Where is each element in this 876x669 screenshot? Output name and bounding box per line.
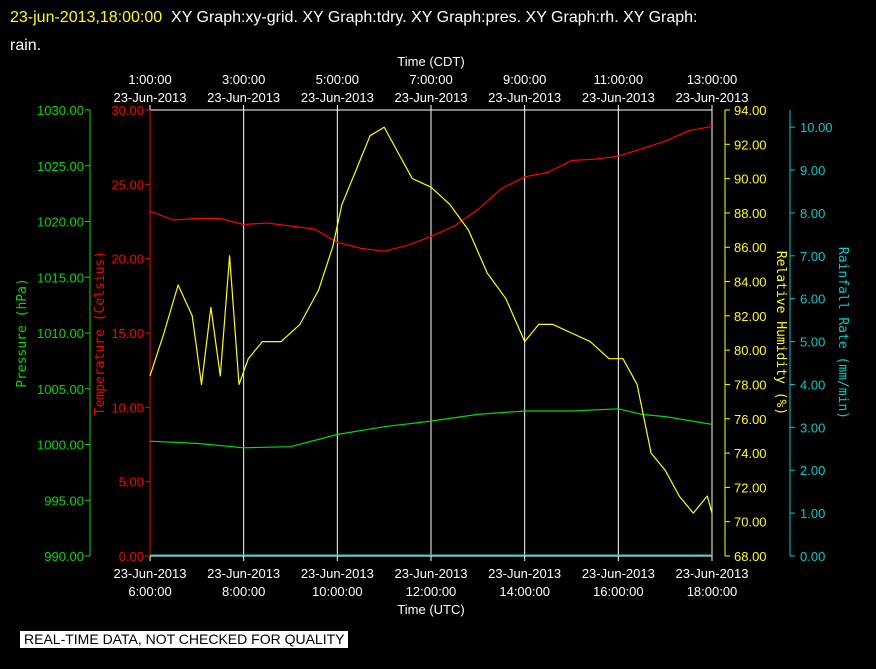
- pressure-tick-label: 1030.00: [37, 103, 84, 118]
- x-top-tick-label-date: 23-Jun-2013: [488, 90, 561, 105]
- temperature-axis-title: Temperature (Celsius): [93, 251, 108, 415]
- humidity-tick-label: 94.00: [734, 103, 767, 118]
- temperature-tick-label: 20.00: [111, 252, 144, 267]
- pressure-tick-label: 1020.00: [37, 215, 84, 230]
- x-top-tick-label-date: 23-Jun-2013: [301, 90, 374, 105]
- rain-tick-label: 0.00: [800, 549, 825, 564]
- pressure-tick-label: 1025.00: [37, 159, 84, 174]
- humidity-tick-label: 68.00: [734, 549, 767, 564]
- x-tick-label-time: 14:00:00: [499, 584, 550, 599]
- humidity-tick-label: 82.00: [734, 309, 767, 324]
- x-top-tick-label-time: 9:00:00: [503, 72, 546, 87]
- x-tick-label-time: 18:00:00: [687, 584, 738, 599]
- pressure-tick-label: 1010.00: [37, 326, 84, 341]
- x-top-tick-label-date: 23-Jun-2013: [395, 90, 468, 105]
- x-top-tick-label-time: 5:00:00: [316, 72, 359, 87]
- humidity-tick-label: 78.00: [734, 377, 767, 392]
- temperature-tick-label: 30.00: [111, 103, 144, 118]
- temperature-tick-label: 15.00: [111, 326, 144, 341]
- pressure-tick-label: 1000.00: [37, 438, 84, 453]
- temperature-series-line: [149, 125, 713, 252]
- pressure-tick-label: 990.00: [44, 549, 84, 564]
- x-tick-label-time: 6:00:00: [128, 584, 171, 599]
- x-axis-label-cdt: Time (CDT): [397, 54, 464, 69]
- x-tick-label-date: 23-Jun-2013: [488, 566, 561, 581]
- rain-tick-label: 4.00: [800, 377, 825, 392]
- rain-axis-title: Rainfall Rate (mm/min): [835, 247, 850, 419]
- x-tick-label-date: 23-Jun-2013: [395, 566, 468, 581]
- header-graph-list-cont: rain.: [10, 37, 42, 54]
- x-axis-label-utc: Time (UTC): [397, 602, 464, 617]
- rain-tick-label: 2.00: [800, 463, 825, 478]
- x-tick-label-time: 10:00:00: [312, 584, 363, 599]
- pressure-tick-label: 1015.00: [37, 270, 84, 285]
- x-tick-label-date: 23-Jun-2013: [207, 566, 280, 581]
- rain-tick-label: 9.00: [800, 163, 825, 178]
- x-tick-label-date: 23-Jun-2013: [301, 566, 374, 581]
- graph-header: 23-jun-2013,18:00:00 XY Graph:xy-grid. X…: [10, 4, 870, 60]
- pressure-series-line: [149, 408, 713, 449]
- x-top-tick-label-time: 11:00:00: [594, 72, 644, 87]
- humidity-tick-label: 76.00: [734, 412, 767, 427]
- x-top-tick-label-time: 7:00:00: [409, 72, 452, 87]
- x-top-tick-label-date: 23-Jun-2013: [207, 90, 280, 105]
- humidity-tick-label: 92.00: [734, 137, 767, 152]
- pressure-axis-title: Pressure (hPa): [15, 278, 30, 388]
- humidity-tick-label: 70.00: [734, 515, 767, 530]
- rain-tick-label: 1.00: [800, 506, 825, 521]
- x-top-tick-label-date: 23-Jun-2013: [676, 90, 749, 105]
- rain-tick-label: 5.00: [800, 335, 825, 350]
- x-tick-label-date: 23-Jun-2013: [114, 566, 187, 581]
- humidity-tick-label: 74.00: [734, 446, 767, 461]
- quality-notice: REAL-TIME DATA, NOT CHECKED FOR QUALITY: [20, 631, 349, 648]
- humidity-tick-label: 72.00: [734, 480, 767, 495]
- x-top-tick-label-time: 13:00:00: [687, 72, 738, 87]
- humidity-tick-label: 86.00: [734, 240, 767, 255]
- humidity-tick-label: 84.00: [734, 275, 767, 290]
- temperature-tick-label: 25.00: [111, 177, 144, 192]
- rain-tick-label: 10.00: [800, 120, 833, 135]
- x-top-tick-label-time: 1:00:00: [128, 72, 171, 87]
- x-tick-label-time: 12:00:00: [406, 584, 457, 599]
- rain-tick-label: 8.00: [800, 206, 825, 221]
- humidity-tick-label: 90.00: [734, 172, 767, 187]
- rain-tick-label: 3.00: [800, 420, 825, 435]
- x-tick-label-date: 23-Jun-2013: [676, 566, 749, 581]
- pressure-tick-label: 1005.00: [37, 382, 84, 397]
- temperature-tick-label: 5.00: [119, 475, 144, 490]
- header-timestamp: 23-jun-2013,18:00:00: [10, 9, 163, 26]
- humidity-axis-title: Relative Humidity (%): [773, 251, 788, 415]
- x-tick-label-date: 23-Jun-2013: [582, 566, 655, 581]
- pressure-tick-label: 995.00: [44, 493, 84, 508]
- x-top-tick-label-time: 3:00:00: [222, 72, 265, 87]
- x-tick-label-time: 8:00:00: [222, 584, 265, 599]
- temperature-tick-label: 0.00: [119, 549, 144, 564]
- rain-tick-label: 6.00: [800, 292, 825, 307]
- humidity-tick-label: 88.00: [734, 206, 767, 221]
- x-tick-label-time: 16:00:00: [593, 584, 644, 599]
- header-graph-list: XY Graph:xy-grid. XY Graph:tdry. XY Grap…: [171, 9, 698, 26]
- x-top-tick-label-date: 23-Jun-2013: [582, 90, 655, 105]
- x-top-tick-label-date: 23-Jun-2013: [114, 90, 187, 105]
- humidity-series-line: [149, 126, 713, 514]
- rain-tick-label: 7.00: [800, 249, 825, 264]
- temperature-tick-label: 10.00: [111, 400, 144, 415]
- humidity-tick-label: 80.00: [734, 343, 767, 358]
